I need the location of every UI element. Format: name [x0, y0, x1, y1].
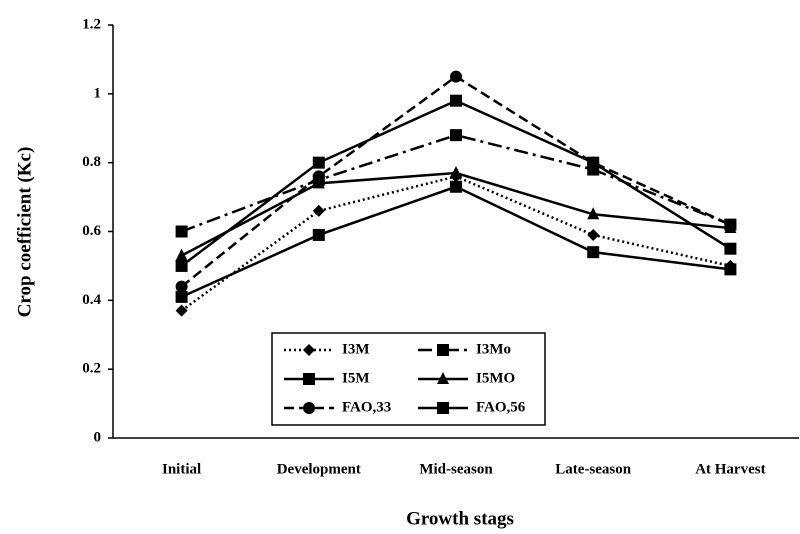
marker — [450, 129, 462, 142]
x-tick-label: Development — [277, 461, 361, 477]
legend-label: I3Mo — [476, 341, 511, 357]
marker — [724, 218, 737, 231]
legend-marker — [303, 373, 315, 385]
x-tick-label: At Harvest — [695, 461, 765, 477]
marker — [175, 248, 188, 261]
legend-marker — [303, 344, 315, 356]
y-axis-title: Crop coefficient (Kc) — [14, 147, 35, 318]
y-tick-label: 0.4 — [82, 292, 101, 308]
marker — [175, 259, 188, 272]
x-axis-title: Growth stags — [406, 508, 514, 529]
legend-label: FAO,33 — [342, 399, 391, 415]
marker — [175, 225, 188, 238]
y-tick-label: 0 — [94, 429, 102, 445]
marker — [312, 156, 325, 169]
marker — [724, 242, 737, 255]
marker — [587, 228, 600, 241]
marker — [450, 165, 462, 178]
y-tick-label: 0.8 — [82, 154, 101, 170]
marker — [312, 228, 325, 241]
marker — [587, 246, 600, 259]
y-tick-label: 0.2 — [82, 361, 101, 377]
legend-marker — [437, 344, 449, 356]
y-tick-label: 1 — [94, 85, 102, 101]
y-tick-label: 1.2 — [82, 16, 101, 32]
marker — [724, 263, 737, 276]
marker — [450, 180, 462, 193]
marker — [587, 207, 600, 220]
x-tick-label: Late-season — [555, 461, 631, 477]
legend-marker — [303, 402, 315, 414]
marker — [175, 280, 188, 293]
x-tick-label: Initial — [162, 461, 201, 477]
legend-label: I5M — [342, 370, 370, 386]
marker — [175, 304, 188, 317]
x-tick-label: Mid-season — [419, 461, 493, 477]
legend-marker — [437, 372, 449, 384]
marker — [312, 170, 325, 183]
legend-label: I5MO — [476, 370, 515, 386]
y-tick-label: 0.6 — [82, 223, 101, 239]
marker — [587, 156, 600, 169]
marker — [450, 94, 462, 107]
marker — [175, 290, 188, 303]
marker — [312, 204, 325, 217]
marker — [450, 70, 462, 83]
legend-marker — [437, 402, 449, 414]
legend-label: FAO,56 — [476, 399, 526, 415]
legend-label: I3M — [342, 341, 370, 357]
